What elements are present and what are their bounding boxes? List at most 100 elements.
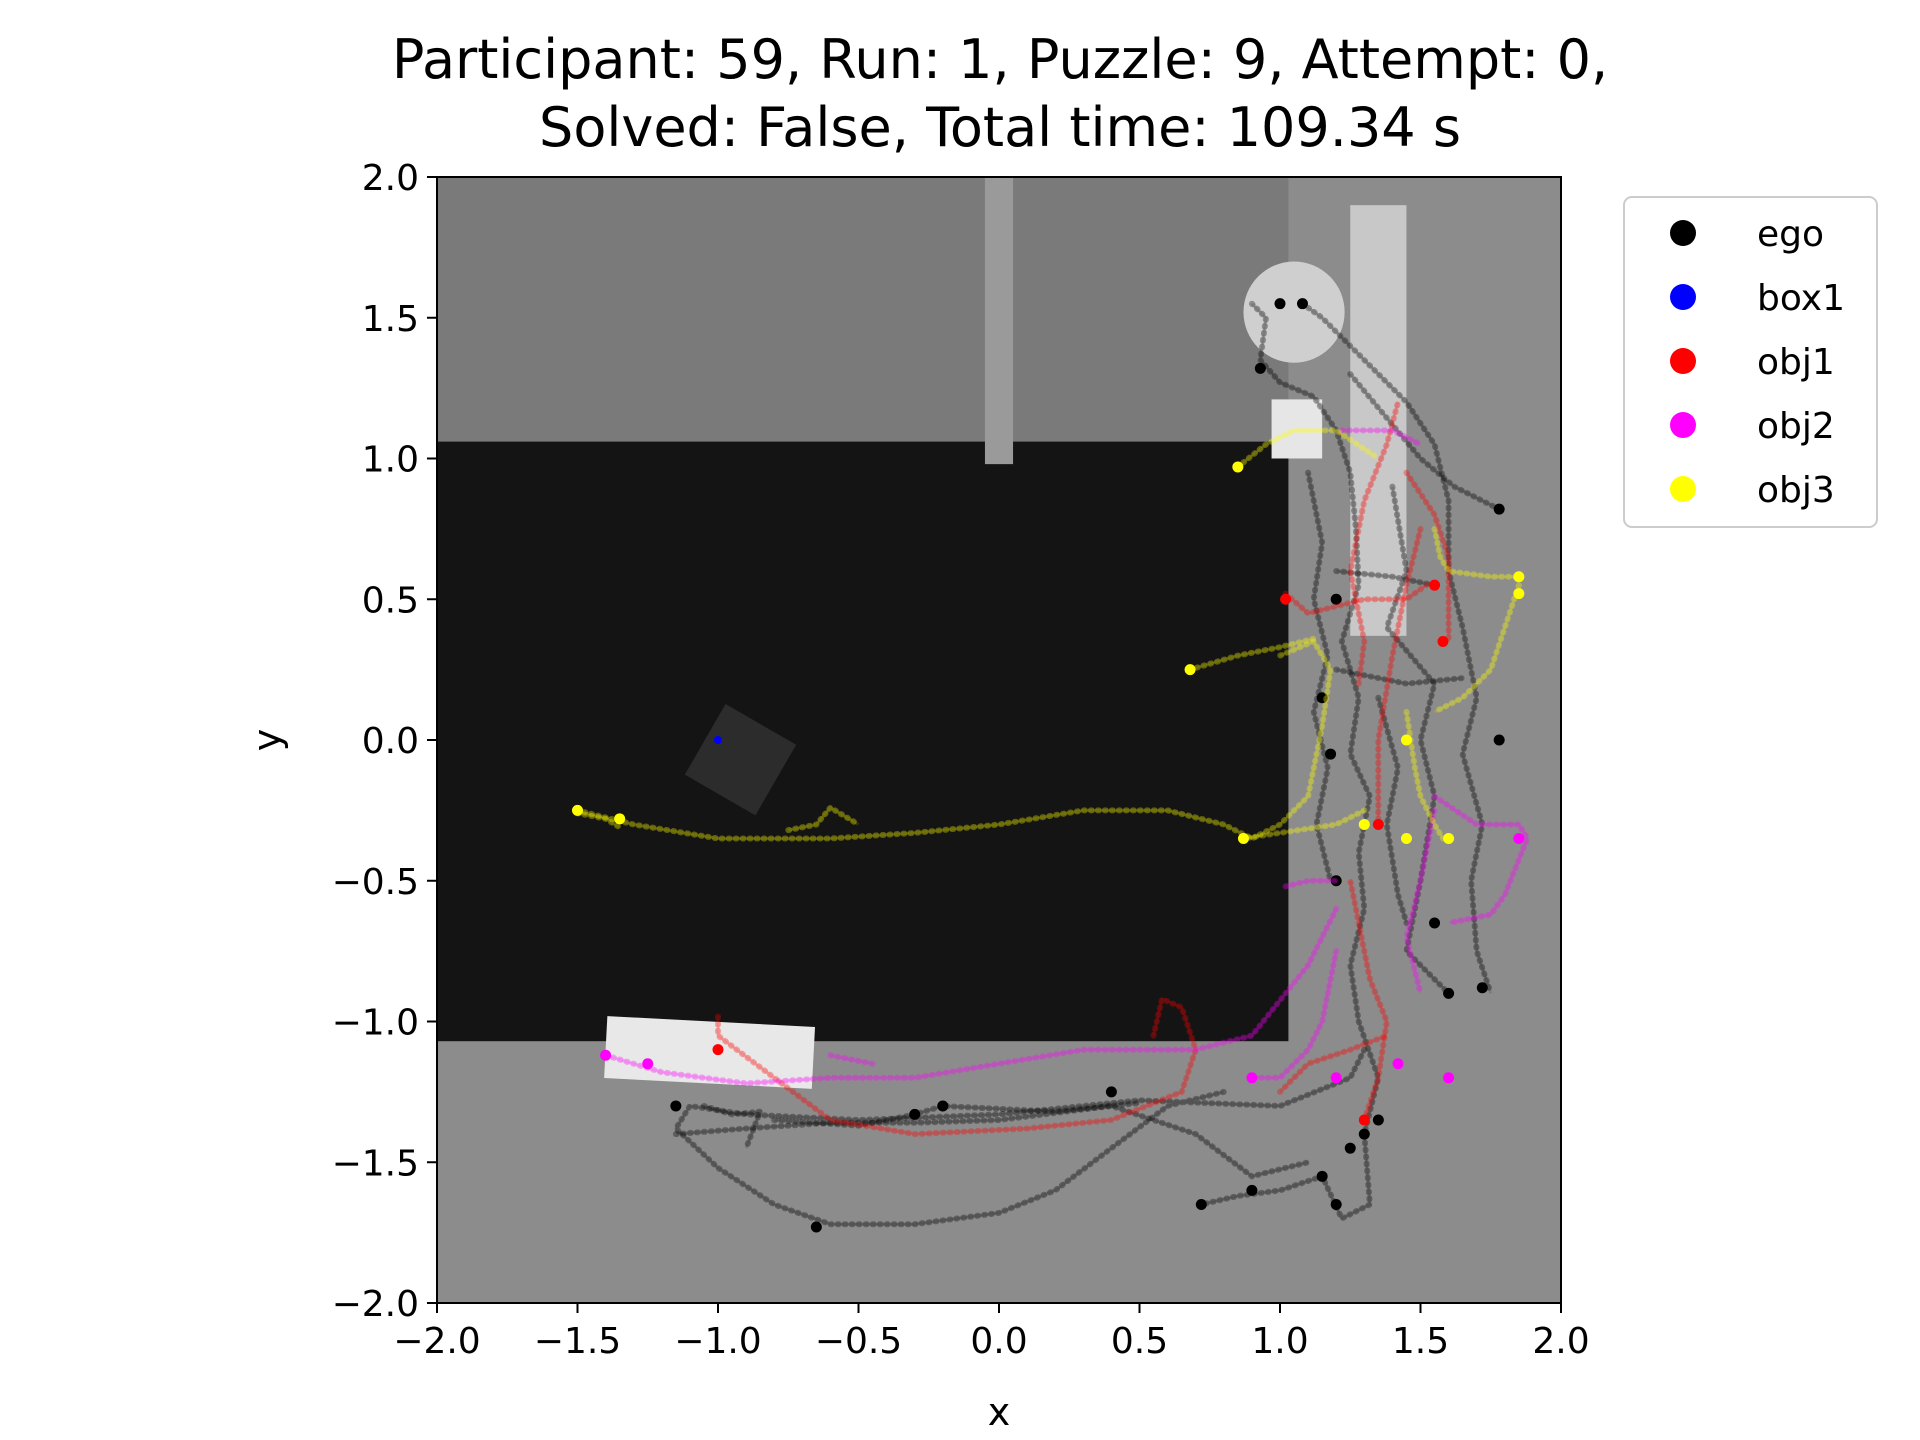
obj1-trail-line-2	[1348, 401, 1400, 684]
obj3-point-2	[1184, 664, 1196, 676]
obj3-trail-line-0	[577, 639, 1333, 841]
legend-marker-obj2	[1670, 412, 1696, 438]
ego-point-11	[1316, 1170, 1328, 1182]
ego-point-12	[1330, 1198, 1342, 1210]
obj2-trail-line-1	[605, 908, 1338, 1085]
ego-trail-11	[701, 1103, 765, 1152]
obj1-point-1	[1429, 579, 1441, 591]
obj3-point-0	[572, 804, 583, 816]
ego-point-6	[1325, 748, 1337, 760]
chart-title-line-2: Solved: False, Total time: 109.34 s	[539, 96, 1461, 159]
obj3-trail-line-2	[788, 805, 860, 832]
obj1-trail-line-1	[1278, 1034, 1388, 1093]
ego-point-22	[1443, 987, 1455, 999]
obj1-trail-4	[1403, 469, 1452, 645]
y-tick-label: 0.5	[362, 580, 419, 621]
x-tick-label: −0.5	[815, 1321, 902, 1362]
obj1-point-0	[1372, 818, 1384, 830]
ego-trail-1	[1299, 300, 1494, 997]
ego-trail-line-6	[1336, 569, 1435, 587]
y-tick-label: 1.0	[362, 440, 419, 481]
ego-trail-2	[1347, 371, 1503, 513]
ego-point-19	[1105, 1086, 1117, 1098]
y-axis-label: y	[245, 729, 289, 752]
obj2-point-3	[642, 1058, 654, 1070]
ego-point-7	[1330, 875, 1342, 887]
obj3-point-7	[1358, 818, 1370, 830]
x-tick-label: 0.5	[1111, 1321, 1168, 1362]
x-tick-label: −1.0	[674, 1321, 761, 1362]
obj2-trail-5	[1403, 807, 1438, 997]
ego-point-15	[810, 1221, 822, 1233]
series-obj3	[572, 427, 1525, 845]
plot-area	[436, 176, 1562, 1304]
obj3-trail-0	[574, 637, 1334, 842]
series-obj2	[600, 427, 1531, 1087]
ego-point-9	[1358, 1128, 1370, 1140]
legend-marker-box1	[1670, 284, 1696, 310]
legend-label-obj2: obj2	[1757, 406, 1835, 447]
x-tick-label: 2.0	[1532, 1321, 1589, 1362]
obj1-trail-line-5	[1376, 528, 1422, 825]
obj1-trail-5	[1375, 525, 1424, 828]
ego-trail-line-10	[774, 1101, 1140, 1128]
obj3-point-8	[1400, 833, 1412, 845]
ego-trail-7	[1333, 666, 1466, 687]
obj3-point-6	[1237, 833, 1249, 845]
series-obj1	[712, 399, 1452, 1138]
legend-marker-obj3	[1670, 476, 1696, 502]
ego-trail-line-11	[703, 1104, 763, 1149]
obj2-trail-line-4	[1251, 950, 1338, 1080]
obj1-trail-0	[1347, 877, 1390, 1123]
x-tick-label: 0.0	[970, 1321, 1027, 1362]
x-axis: −2.0 −1.5 −1.0 −0.5 0.0 0.5 1.0 1.5 2.0	[393, 1303, 1590, 1362]
ego-trail-line-4	[1376, 697, 1408, 924]
obj2-trail-4	[1248, 948, 1340, 1081]
y-tick-label: −1.0	[332, 1003, 419, 1044]
y-axis: −2.0 −1.5 −1.0 −0.5 0.0 0.5 1.0 1.5 2.0	[332, 158, 437, 1325]
ego-point-16	[670, 1100, 682, 1112]
legend-label-obj3: obj3	[1757, 470, 1835, 511]
ego-point-13	[1195, 1198, 1207, 1210]
ego-point-1	[1296, 298, 1308, 310]
series-box1	[714, 736, 722, 744]
back-wall	[437, 177, 1289, 442]
y-tick-label: 1.5	[362, 299, 419, 340]
legend-marker-ego	[1670, 220, 1696, 246]
x-tick-label: 1.5	[1392, 1321, 1449, 1362]
ego-trail-line-9	[675, 1104, 1309, 1178]
ego-trail-3	[1383, 483, 1452, 997]
legend-frame	[1623, 196, 1878, 528]
ego-trail-9	[672, 1102, 1312, 1180]
obj2-trail-2	[1431, 793, 1531, 926]
ego-point-17	[909, 1108, 921, 1120]
obj2-point-2	[600, 1049, 612, 1061]
obj2-point-0	[1330, 1072, 1342, 1084]
chart-title-line-1: Participant: 59, Run: 1, Puzzle: 9, Atte…	[392, 28, 1608, 91]
obj1-trail-3	[1282, 582, 1430, 617]
box1-point-0	[714, 736, 722, 744]
obj3-trail-line-7	[1243, 809, 1365, 840]
ego-trail-8	[672, 1046, 1368, 1228]
shelf	[1350, 205, 1407, 636]
ego-trail-4	[1375, 694, 1410, 926]
ego-point-14	[1246, 1184, 1258, 1196]
y-tick-label: −0.5	[332, 862, 419, 903]
ego-point-21	[1429, 917, 1441, 929]
small-crate	[1271, 399, 1323, 459]
obj3-point-10	[1400, 734, 1412, 746]
obj3-trail-4	[1234, 427, 1382, 470]
obj3-trail-6	[1431, 582, 1522, 715]
obj3-trail-line-3	[1189, 637, 1315, 672]
long-crate	[604, 1016, 816, 1089]
scene-background-image	[437, 177, 1561, 1303]
legend-label-ego: ego	[1757, 214, 1824, 255]
ego-trail-line-2	[1349, 373, 1500, 511]
pit	[437, 441, 1289, 1042]
obj3-trail-7	[1240, 807, 1368, 842]
obj3-trail-3	[1187, 635, 1317, 673]
obj2-trail-line-5	[1404, 810, 1436, 994]
obj2-point-5	[1392, 1058, 1404, 1070]
obj3-point-5	[1513, 588, 1525, 600]
ego-trail-10	[771, 1100, 1143, 1129]
